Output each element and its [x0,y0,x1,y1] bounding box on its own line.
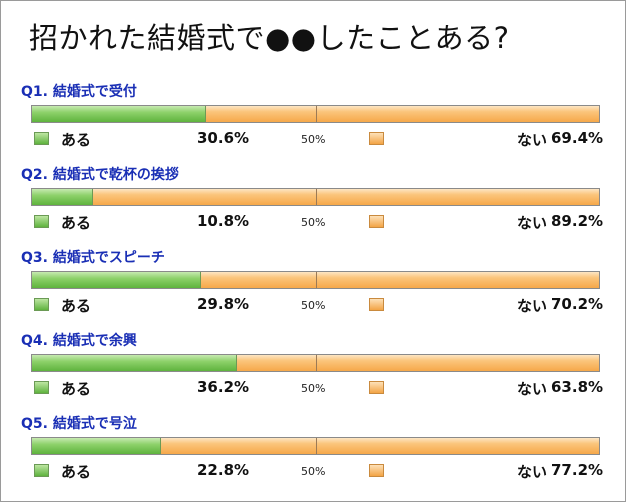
bar-yes-segment [32,106,206,122]
legend-no-label: ない [517,463,548,481]
legend-no-swatch [369,132,384,145]
bar-track [31,188,600,206]
legend-no-swatch [369,215,384,228]
question-row: Q5. 結婚式で号泣 ある 22.8% 50% ない 77.2% [1,413,625,493]
question-label: Q3. 結婚式でスピーチ [21,250,165,266]
bar-yes-segment [32,272,201,288]
legend-yes-swatch [34,381,49,394]
bar-yes-segment [32,355,238,371]
legend-yes-swatch [34,298,49,311]
bar-track [31,354,600,372]
legend-yes-swatch [34,215,49,228]
legend-no-label: ない [517,380,548,398]
legend-yes-label: ある [61,463,92,481]
fifty-percent-line [315,272,317,288]
no-percent: 89.2% [551,212,604,230]
legend-no-swatch [369,464,384,477]
legend-yes-swatch [34,464,49,477]
fifty-percent-label: 50% [301,465,326,478]
legend-yes-label: ある [61,131,92,149]
yes-percent: 30.6% [197,129,250,147]
bar-yes-segment [32,438,162,454]
yes-percent: 29.8% [197,295,250,313]
legend-no-label: ない [517,214,548,232]
legend-no-swatch [369,298,384,311]
yes-percent: 10.8% [197,212,250,230]
legend-yes-swatch [34,132,49,145]
question-row: Q3. 結婚式でスピーチ ある 29.8% 50% ない 70.2% [1,247,625,327]
legend-no-label: ない [517,131,548,149]
legend-no-swatch [369,381,384,394]
question-label: Q2. 結婚式で乾杯の挨拶 [21,167,179,183]
fifty-percent-line [315,438,317,454]
fifty-percent-label: 50% [301,216,326,229]
bar-track [31,437,600,455]
bar-track [31,105,600,123]
fifty-percent-line [315,355,317,371]
yes-percent: 22.8% [197,461,250,479]
bar-track [31,271,600,289]
question-label: Q1. 結婚式で受付 [21,84,137,100]
fifty-percent-label: 50% [301,382,326,395]
question-row: Q1. 結婚式で受付 ある 30.6% 50% ない 69.4% [1,81,625,161]
legend-no-label: ない [517,297,548,315]
fifty-percent-line [315,189,317,205]
no-percent: 63.8% [551,378,604,396]
no-percent: 70.2% [551,295,604,313]
bar-yes-segment [32,189,94,205]
no-percent: 69.4% [551,129,604,147]
legend-yes-label: ある [61,380,92,398]
fifty-percent-label: 50% [301,133,326,146]
question-row: Q2. 結婚式で乾杯の挨拶 ある 10.8% 50% ない 89.2% [1,164,625,244]
question-label: Q4. 結婚式で余興 [21,333,137,349]
question-label: Q5. 結婚式で号泣 [21,416,137,432]
question-row: Q4. 結婚式で余興 ある 36.2% 50% ない 63.8% [1,330,625,410]
yes-percent: 36.2% [197,378,250,396]
legend-yes-label: ある [61,297,92,315]
fifty-percent-line [315,106,317,122]
fifty-percent-label: 50% [301,299,326,312]
legend-yes-label: ある [61,214,92,232]
chart-title: 招かれた結婚式で●●したことある? [29,21,510,55]
no-percent: 77.2% [551,461,604,479]
